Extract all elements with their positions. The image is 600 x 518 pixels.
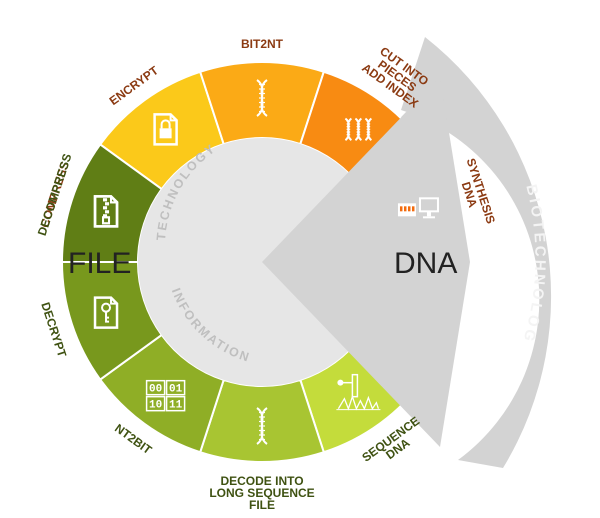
- segment-label-decrypt: DECRYPT: [38, 300, 69, 359]
- dna-helix-icon: [256, 407, 268, 445]
- lock-file-icon: [153, 113, 178, 146]
- key-file-icon: [93, 296, 119, 329]
- binary-cell: 00: [149, 384, 162, 396]
- binary-cell: 10: [149, 400, 162, 412]
- dna-wedge: [262, 77, 470, 447]
- sequencer-chart-icon: [336, 373, 381, 411]
- file-label: FILE: [68, 247, 131, 280]
- synthesizer-computer-icon: [397, 197, 439, 219]
- segment-label-bit2nt: BIT2NT: [241, 37, 284, 51]
- binary-cell: 01: [169, 384, 183, 396]
- segment-label-decode: DECODE INTO LONG SEQUENCE FILE: [209, 474, 314, 512]
- segment-label-line: FILE: [249, 498, 275, 512]
- segment-label-line: BIT2NT: [241, 37, 284, 51]
- zip-file-icon: [93, 195, 119, 228]
- dna-label: DNA: [394, 247, 457, 280]
- binary-cell: 11: [169, 400, 183, 412]
- segment-label-line: DECODE INTO: [220, 474, 303, 488]
- segment-label-line: DECRYPT: [38, 300, 69, 359]
- biotechnology-band: [401, 37, 552, 468]
- segment-icons: 00 01 10 11: [93, 79, 439, 445]
- dna-fragments-icon: [344, 117, 373, 141]
- segment-label-line: LONG SEQUENCE: [209, 486, 314, 500]
- dna-helix-icon: [256, 79, 268, 117]
- binary-grid-icon: 00 01 10 11: [145, 379, 186, 412]
